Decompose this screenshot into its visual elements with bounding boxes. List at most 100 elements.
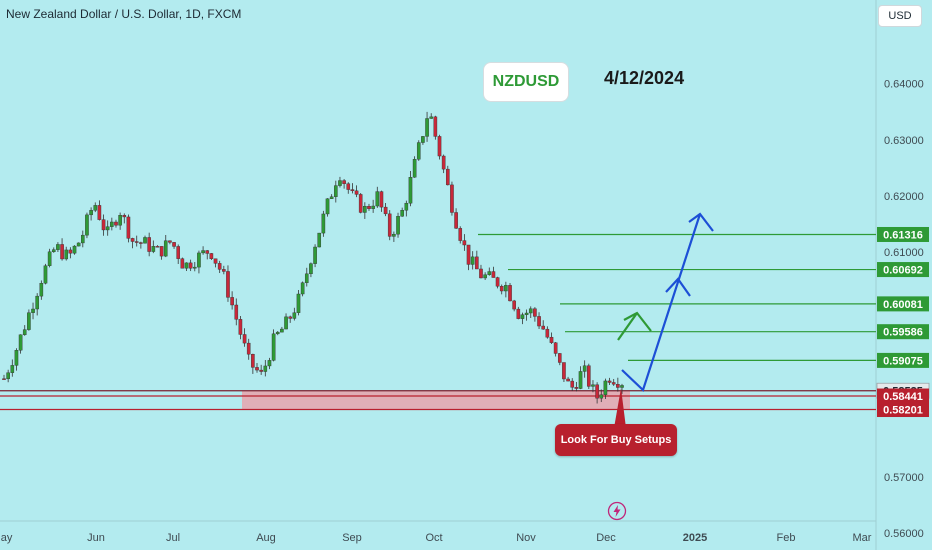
candle-body[interactable] [524,312,529,315]
candle-body[interactable] [541,325,545,330]
candle-body[interactable] [367,205,371,209]
candle-body[interactable] [354,190,359,195]
candle-body[interactable] [325,198,330,215]
candle-body[interactable] [491,271,496,278]
candle-body[interactable] [570,380,575,388]
price-badge[interactable] [877,262,929,278]
blue-projection-arrow[interactable] [621,213,702,393]
candle-body[interactable] [159,246,164,257]
candle-body[interactable] [317,232,322,248]
price-badge[interactable] [877,296,929,312]
candle-body[interactable] [267,360,272,367]
candle-body[interactable] [321,213,326,234]
candle-body[interactable] [358,194,363,213]
candle-body[interactable] [230,297,234,306]
candle-body[interactable] [441,155,446,170]
candle-body[interactable] [458,228,463,241]
candle-body[interactable] [2,378,6,380]
candle-body[interactable] [466,244,471,265]
candle-body[interactable] [508,285,512,302]
candle-body[interactable] [51,249,56,253]
candle-body[interactable] [251,353,255,368]
candle-body[interactable] [437,136,442,157]
candle-body[interactable] [217,263,222,270]
candle-body[interactable] [599,394,604,399]
candle-body[interactable] [425,118,429,137]
candle-body[interactable] [242,334,247,344]
candle-body[interactable] [81,234,85,244]
candle-body[interactable] [470,256,475,265]
candle-body[interactable] [363,205,367,213]
candle-body[interactable] [416,142,421,160]
candle-body[interactable] [553,342,558,354]
candle-body[interactable] [429,116,434,119]
candle-body[interactable] [172,242,176,247]
candle-body[interactable] [6,372,10,380]
candle-body[interactable] [284,316,288,330]
candle-body[interactable] [222,269,226,272]
candle-body[interactable] [27,312,31,330]
price-badge[interactable] [877,226,929,242]
candle-body[interactable] [205,250,210,254]
candle-body[interactable] [259,369,263,372]
candle-body[interactable] [14,350,19,366]
candle-body[interactable] [404,202,409,211]
candle-body[interactable] [114,221,118,226]
candle-body[interactable] [537,316,541,327]
candle-body[interactable] [304,273,309,283]
candle-body[interactable] [433,116,438,137]
candle-body[interactable] [176,246,181,259]
candle-body[interactable] [143,237,147,244]
candle-body[interactable] [122,214,127,218]
lightning-bolt-icon[interactable] [607,501,627,521]
candle-body[interactable] [35,295,39,310]
candle-body[interactable] [168,240,172,243]
candle-body[interactable] [512,300,516,310]
candle-body[interactable] [375,191,380,207]
candle-body[interactable] [93,205,98,211]
candle-body[interactable] [130,238,135,242]
candle-body[interactable] [487,271,492,275]
candle-body[interactable] [97,205,102,220]
candle-body[interactable] [39,283,44,297]
candle-body[interactable] [47,251,52,266]
candle-body[interactable] [76,242,81,247]
candle-body[interactable] [450,184,454,213]
price-badge[interactable] [877,402,929,418]
candle-body[interactable] [620,385,624,388]
candle-body[interactable] [533,308,537,317]
candle-body[interactable] [209,253,214,259]
candle-body[interactable] [180,258,185,269]
candle-body[interactable] [56,244,60,250]
candle-body[interactable] [213,258,218,264]
candle-body[interactable] [263,365,268,372]
candle-body[interactable] [101,219,106,231]
candle-body[interactable] [562,362,566,380]
candle-body[interactable] [89,210,93,216]
candle-body[interactable] [557,353,562,363]
candle-body[interactable] [396,216,400,235]
price-badge[interactable] [877,352,929,368]
candle-body[interactable] [445,168,450,186]
candle-body[interactable] [611,382,616,385]
candle-body[interactable] [31,308,35,313]
candle-body[interactable] [520,314,525,319]
candle-body[interactable] [591,384,595,387]
candle-body[interactable] [371,205,375,209]
candle-body[interactable] [528,308,533,314]
candle-body[interactable] [255,367,259,371]
candle-body[interactable] [192,266,197,269]
candle-body[interactable] [151,246,156,252]
candle-body[interactable] [201,250,205,254]
candle-body[interactable] [134,241,139,243]
candle-body[interactable] [495,277,500,287]
candle-body[interactable] [408,177,413,204]
candle-body[interactable] [188,262,193,269]
candle-body[interactable] [475,256,479,270]
green-projection-arrow[interactable] [617,312,638,341]
candle-body[interactable] [387,213,392,237]
candle-body[interactable] [578,371,583,389]
candle-body[interactable] [595,384,599,399]
candle-body[interactable] [280,328,284,333]
candle-body[interactable] [574,387,579,389]
